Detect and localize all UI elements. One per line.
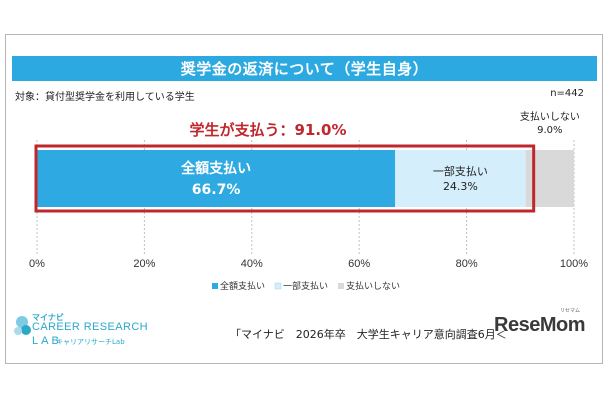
x-tick-label: 60% xyxy=(348,258,370,270)
chart-title: 奨学金の返済について（学生自身） xyxy=(12,56,597,81)
highlight-box xyxy=(34,144,536,213)
bar-segment xyxy=(395,150,526,207)
logo-line1: CAREER RESEARCH xyxy=(32,321,149,333)
bar-value-label: 66.7% xyxy=(192,182,241,198)
legend-label: 支払いしない xyxy=(346,280,400,292)
logo-line2-sub: キャリアリサーチLab xyxy=(56,338,125,346)
x-tick-label: 80% xyxy=(456,258,478,270)
bar-value-label: 9.0% xyxy=(537,125,562,136)
legend-swatch xyxy=(274,282,282,290)
legend-swatch xyxy=(338,283,344,289)
logo-brand: マイナビ xyxy=(32,313,64,322)
legend-label: 一部支払い xyxy=(283,280,328,292)
legend-label: 全額支払い xyxy=(220,280,265,292)
bar-label: 支払いしない xyxy=(520,110,580,123)
career-research-lab-logo-icon xyxy=(14,316,31,335)
bar-label: 全額支払い xyxy=(180,160,251,177)
resemom-watermark: ReseMom xyxy=(494,314,585,336)
bar-value-label: 24.3% xyxy=(443,180,478,193)
highlight-label: 学生が支払う：91.0% xyxy=(189,121,346,139)
x-tick-label: 0% xyxy=(29,258,45,270)
logo-line2: LAB xyxy=(32,335,62,347)
bar-segment xyxy=(37,150,396,207)
x-tick-label: 100% xyxy=(560,258,588,270)
subject-note: 対象：貸付型奨学金を利用している学生 xyxy=(15,92,195,103)
source-note: 「マイナビ 2026年卒 大学生キャリア意向調査6月＜ xyxy=(230,328,507,341)
x-tick-label: 20% xyxy=(133,258,155,270)
x-tick-label: 40% xyxy=(241,258,263,270)
bar-label: 一部支払い xyxy=(433,164,488,178)
sample-size: n=442 xyxy=(550,88,584,99)
legend-swatch xyxy=(212,283,218,289)
watermark-ruby: リセマム xyxy=(560,308,581,314)
